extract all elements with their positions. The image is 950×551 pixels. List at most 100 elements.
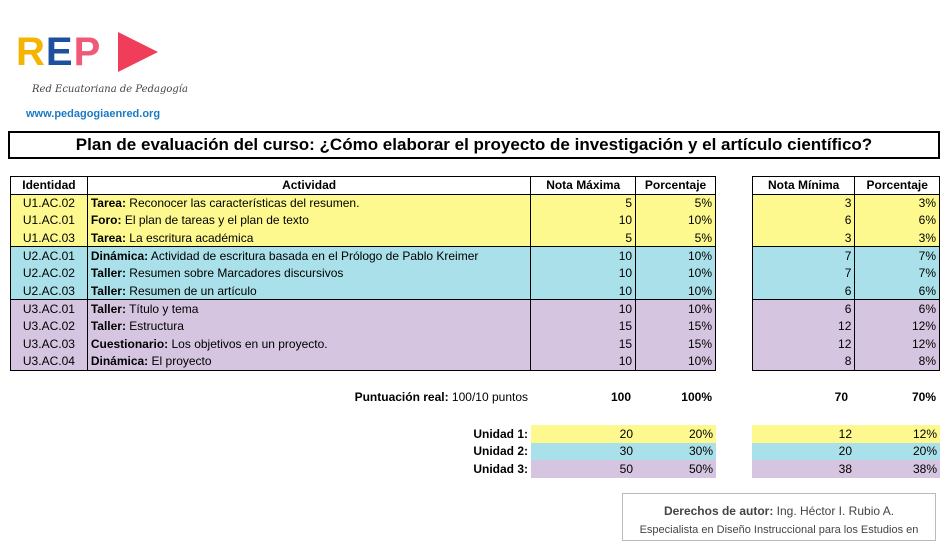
activity-cell: Taller: Resumen sobre Marcadores discurs… bbox=[86, 264, 532, 283]
max-percent: 5% bbox=[635, 229, 716, 248]
min-percent: 6% bbox=[854, 282, 940, 301]
min-percent: 3% bbox=[854, 229, 940, 248]
max-score: 5 bbox=[530, 229, 637, 248]
total-min: 70 bbox=[834, 390, 848, 404]
max-score: 10 bbox=[530, 211, 637, 230]
logo-letter: R bbox=[16, 30, 46, 74]
table-row: 3 3% bbox=[751, 229, 940, 248]
activity-type: Tarea: bbox=[90, 230, 126, 245]
unit-max: 20 bbox=[531, 425, 636, 443]
table-row: 8 8% bbox=[751, 352, 940, 371]
table-row: 12 12% bbox=[751, 317, 940, 335]
unit-row: Unidad 3: 50 50% bbox=[400, 460, 716, 478]
unit-row: Unidad 1: 20 20% bbox=[400, 425, 716, 443]
minimum-table: Nota Mínima Porcentaje 3 3% 6 6% 3 3% 7 … bbox=[751, 176, 940, 371]
unit-label: Unidad 3: bbox=[473, 461, 528, 476]
min-percent: 8% bbox=[854, 352, 940, 371]
total-label: Puntuación real: bbox=[354, 390, 449, 404]
activity-id: U1.AC.02 bbox=[10, 193, 88, 212]
activity-desc: El plan de tareas y el plan de texto bbox=[121, 213, 309, 228]
header-max: Nota Máxima bbox=[530, 176, 637, 195]
header-activity: Actividad bbox=[86, 176, 532, 195]
activity-id: U3.AC.01 bbox=[10, 299, 88, 318]
min-percent: 6% bbox=[854, 299, 940, 318]
copyright-name: Ing. Héctor I. Rubio A. bbox=[773, 504, 895, 518]
activity-cell: Tarea: Reconocer las características del… bbox=[86, 193, 532, 212]
activity-desc: La escritura académica bbox=[125, 230, 254, 245]
min-percent: 7% bbox=[854, 246, 940, 265]
min-score: 12 bbox=[751, 317, 856, 335]
activity-id: U1.AC.01 bbox=[10, 211, 88, 230]
copyright-box: Derechos de autor: Ing. Héctor I. Rubio … bbox=[622, 493, 936, 541]
min-percent: 6% bbox=[854, 211, 940, 230]
unit-pct2: 20% bbox=[855, 442, 940, 461]
activity-type: Foro: bbox=[90, 213, 122, 228]
copyright-label: Derechos de autor: bbox=[663, 504, 774, 518]
max-score: 5 bbox=[530, 193, 637, 212]
table-row: U1.AC.01 Foro: El plan de tareas y el pl… bbox=[10, 211, 716, 230]
min-percent: 7% bbox=[854, 264, 940, 283]
unit-row: Unidad 2: 30 30% bbox=[400, 442, 716, 461]
header-id: Identidad bbox=[10, 176, 88, 195]
min-score: 8 bbox=[751, 352, 856, 371]
activity-id: U2.AC.02 bbox=[10, 264, 88, 283]
activity-type: Taller: bbox=[90, 319, 126, 334]
evaluation-table: Identidad Actividad Nota Máxima Porcenta… bbox=[10, 176, 716, 371]
activity-id: U3.AC.03 bbox=[10, 334, 88, 353]
activity-type: Taller: bbox=[90, 283, 126, 298]
logo-letter: E bbox=[45, 30, 74, 74]
activity-type: Cuestionario: bbox=[90, 336, 169, 351]
max-score: 10 bbox=[530, 299, 637, 318]
unit-pct2: 12% bbox=[855, 425, 940, 443]
activity-type: Tarea: bbox=[90, 196, 126, 211]
activity-desc: Título y tema bbox=[125, 301, 199, 316]
activity-cell: Taller: Título y tema bbox=[86, 299, 532, 318]
activity-id: U3.AC.04 bbox=[10, 352, 88, 371]
activity-desc: Resumen de un artículo bbox=[125, 283, 257, 298]
max-percent: 10% bbox=[635, 264, 716, 283]
activity-type: Dinámica: bbox=[90, 353, 149, 368]
activity-cell: Cuestionario: Los objetivos en un proyec… bbox=[86, 334, 532, 353]
table-row: U1.AC.02 Tarea: Reconocer las caracterís… bbox=[10, 193, 716, 212]
max-score: 10 bbox=[530, 282, 637, 301]
min-score: 7 bbox=[751, 264, 856, 283]
logo-letter: P bbox=[73, 30, 102, 74]
table-row: 7 7% bbox=[751, 246, 940, 265]
max-percent: 15% bbox=[635, 334, 716, 353]
min-score: 3 bbox=[751, 229, 856, 248]
header-pct2: Porcentaje bbox=[854, 176, 940, 195]
table-row: U2.AC.02 Taller: Resumen sobre Marcadore… bbox=[10, 264, 716, 283]
unit-summary-table: Unidad 1: 20 20% Unidad 2: 30 30% Unidad… bbox=[400, 425, 716, 478]
activity-cell: Taller: Estructura bbox=[86, 317, 532, 335]
unit-min: 38 bbox=[752, 460, 855, 478]
table-row: 7 7% bbox=[751, 264, 940, 283]
activity-cell: Dinámica: El proyecto bbox=[86, 352, 532, 371]
unit-pct2: 38% bbox=[855, 460, 940, 478]
min-score: 6 bbox=[751, 299, 856, 318]
activity-id: U3.AC.02 bbox=[10, 317, 88, 335]
activity-id: U2.AC.01 bbox=[10, 246, 88, 265]
website-link[interactable]: www.pedagogiaenred.org bbox=[26, 108, 161, 120]
unit-min: 12 bbox=[752, 425, 855, 443]
activity-id: U2.AC.03 bbox=[10, 282, 88, 301]
unit-row: 20 20% bbox=[752, 442, 940, 461]
activity-desc: Actividad de escritura basada en el Pról… bbox=[148, 248, 479, 263]
min-percent: 12% bbox=[854, 334, 940, 353]
page-title: Plan de evaluación del curso: ¿Cómo elab… bbox=[8, 131, 940, 159]
activity-cell: Dinámica: Actividad de escritura basada … bbox=[86, 246, 532, 265]
table-row: U1.AC.03 Tarea: La escritura académica 5… bbox=[10, 229, 716, 248]
max-percent: 10% bbox=[635, 282, 716, 301]
unit-label: Unidad 1: bbox=[473, 426, 528, 441]
table-row: U3.AC.03 Cuestionario: Los objetivos en … bbox=[10, 334, 716, 353]
activity-desc: Estructura bbox=[125, 319, 184, 334]
activity-cell: Taller: Resumen de un artículo bbox=[86, 282, 532, 301]
min-score: 6 bbox=[751, 211, 856, 230]
copyright-line2: Especialista en Diseño Instruccional par… bbox=[639, 524, 919, 536]
table-row: U3.AC.01 Taller: Título y tema 10 10% bbox=[10, 299, 716, 318]
unit-min: 20 bbox=[752, 442, 855, 461]
activity-desc: Reconocer las características del resume… bbox=[125, 196, 360, 211]
min-score: 6 bbox=[751, 282, 856, 301]
unit-pct: 30% bbox=[636, 442, 716, 461]
arrow-icon bbox=[118, 32, 158, 72]
logo-subtitle: Red Ecuatoriana de Pedagogía bbox=[32, 84, 188, 95]
